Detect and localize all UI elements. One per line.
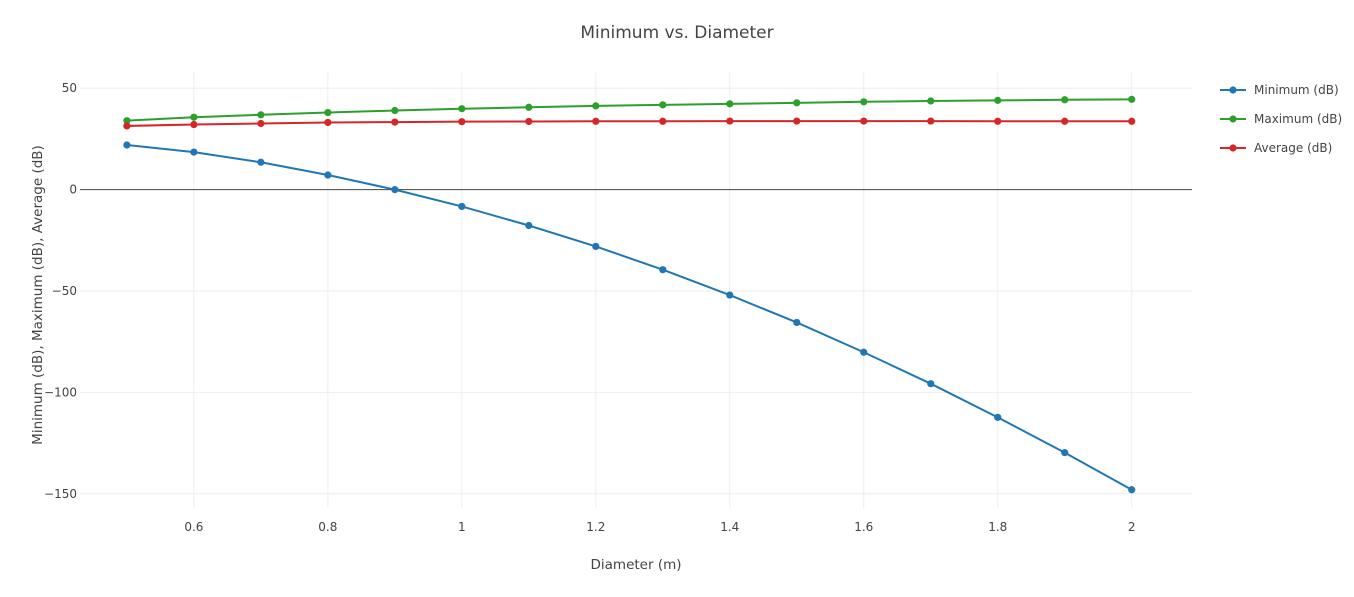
legend-marker xyxy=(1229,115,1237,123)
x-axis-label: Diameter (m) xyxy=(591,557,682,573)
legend-marker xyxy=(1229,144,1237,152)
y-tick-label: 50 xyxy=(62,81,77,95)
y-tick-label: −100 xyxy=(44,385,77,399)
data-point xyxy=(726,117,734,125)
chart-title: Minimum vs. Diameter xyxy=(580,23,773,43)
x-tick-label: 1.2 xyxy=(586,520,605,534)
data-point xyxy=(726,100,734,108)
data-point xyxy=(190,148,198,156)
data-point xyxy=(257,111,265,119)
data-point xyxy=(1128,117,1136,125)
data-point xyxy=(592,102,600,110)
y-axis-label: Minimum (dB), Maximum (dB), Average (dB) xyxy=(30,145,46,445)
legend-label: Maximum (dB) xyxy=(1254,112,1342,126)
data-point xyxy=(659,266,667,274)
legend-marker xyxy=(1229,86,1237,94)
data-point xyxy=(1128,95,1136,103)
data-point xyxy=(592,242,600,250)
data-point xyxy=(391,186,399,194)
series-line xyxy=(126,120,1132,127)
x-tick-label: 0.8 xyxy=(318,520,337,534)
data-point xyxy=(123,117,131,125)
y-tick-label: −150 xyxy=(44,487,77,501)
data-point xyxy=(1128,486,1136,494)
data-point xyxy=(927,97,935,105)
data-point xyxy=(190,120,198,129)
x-tick-label: 1.4 xyxy=(720,520,739,534)
data-point xyxy=(860,98,868,106)
data-point xyxy=(458,202,466,211)
x-tick-label: 0.6 xyxy=(184,520,203,534)
data-point xyxy=(793,117,801,125)
data-point xyxy=(793,99,801,107)
legend: Minimum (dB) Maximum (dB) Average (dB) xyxy=(1220,83,1342,155)
x-tick-label: 1.8 xyxy=(988,520,1007,534)
y-axis-ticks: 50 0 −50 −100 −150 xyxy=(44,81,77,501)
x-tick-label: 1 xyxy=(458,520,466,534)
data-point xyxy=(391,118,399,126)
legend-item: Minimum (dB) xyxy=(1220,83,1339,97)
data-point xyxy=(793,318,801,327)
legend-item: Maximum (dB) xyxy=(1220,112,1342,126)
data-point xyxy=(927,380,935,388)
data-point xyxy=(860,117,868,125)
data-point xyxy=(1061,449,1069,457)
y-tick-label: 0 xyxy=(69,183,77,197)
data-point xyxy=(1061,117,1069,125)
legend-label: Average (dB) xyxy=(1254,141,1332,155)
series-0 xyxy=(123,141,1136,494)
data-point xyxy=(927,117,935,125)
data-point xyxy=(525,221,533,230)
x-axis-ticks: 0.6 0.8 1 1.2 1.4 1.6 1.8 2 xyxy=(184,520,1135,534)
data-point xyxy=(257,158,265,166)
data-point xyxy=(123,141,131,149)
data-point xyxy=(592,117,600,125)
data-point xyxy=(324,118,332,127)
data-point xyxy=(190,113,198,121)
grid-lines xyxy=(80,72,1192,508)
series-1 xyxy=(123,95,1136,125)
data-point xyxy=(1061,96,1069,104)
data-point xyxy=(525,117,533,126)
data-point xyxy=(458,105,466,113)
x-tick-label: 2 xyxy=(1128,520,1136,534)
data-point xyxy=(123,122,131,130)
series-2 xyxy=(123,117,1136,130)
y-tick-label: −50 xyxy=(52,284,77,298)
data-point xyxy=(994,96,1002,104)
data-point xyxy=(860,348,868,356)
data-point xyxy=(324,108,332,117)
series-group xyxy=(123,95,1136,494)
data-point xyxy=(324,171,332,179)
legend-label: Minimum (dB) xyxy=(1254,83,1339,97)
data-point xyxy=(659,117,667,125)
data-point xyxy=(726,291,734,299)
data-point xyxy=(257,119,265,128)
data-point xyxy=(458,118,466,126)
data-point xyxy=(525,103,533,111)
data-point xyxy=(994,117,1002,125)
data-point xyxy=(391,106,399,115)
x-tick-label: 1.6 xyxy=(854,520,873,534)
series-line xyxy=(126,98,1132,122)
series-line xyxy=(126,144,1133,491)
data-point xyxy=(994,413,1002,421)
legend-item: Average (dB) xyxy=(1220,141,1332,155)
data-point xyxy=(659,101,667,109)
